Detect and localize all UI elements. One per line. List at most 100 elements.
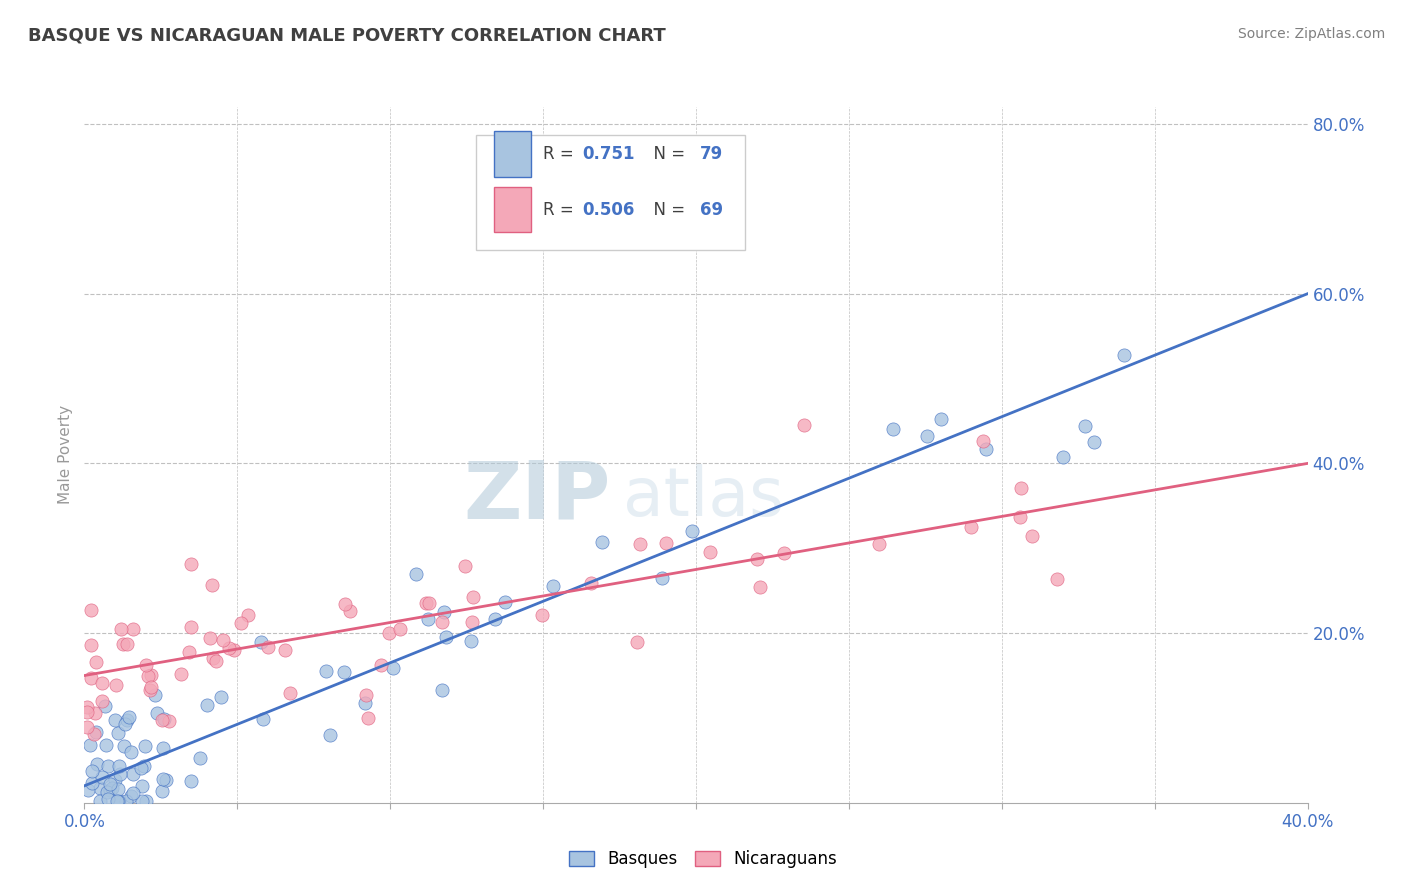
Point (749, 580, 772, 594)
Point (530, 607, 553, 622)
Point (101, 780, 124, 795)
Point (152, 741, 174, 756)
Point (83, 727, 105, 741)
Point (98, 782, 121, 797)
Point (250, 635, 273, 649)
Point (378, 626, 401, 640)
Y-axis label: Male Poverty: Male Poverty (58, 405, 73, 505)
Point (118, 710, 141, 724)
Point (405, 567, 427, 582)
Point (202, 651, 225, 665)
Point (115, 794, 138, 808)
Point (121, 786, 143, 800)
Point (1114, 348, 1136, 362)
Text: BASQUE VS NICARAGUAN MALE POVERTY CORRELATION CHART: BASQUE VS NICARAGUAN MALE POVERTY CORREL… (28, 27, 666, 45)
Point (1083, 435, 1105, 450)
Point (655, 536, 678, 550)
Point (135, 794, 157, 808)
Text: 79: 79 (700, 145, 723, 162)
Point (432, 605, 454, 619)
Point (97, 792, 120, 806)
Point (1010, 481, 1032, 495)
Point (94, 698, 117, 713)
Point (129, 761, 152, 775)
Point (231, 616, 253, 631)
Point (333, 597, 356, 611)
Point (415, 595, 437, 609)
Point (104, 677, 127, 691)
Point (915, 429, 938, 443)
Point (773, 546, 796, 560)
Point (104, 713, 127, 727)
Point (278, 686, 301, 700)
Point (122, 767, 145, 781)
Point (115, 637, 138, 651)
Bar (494, 187, 531, 232)
Point (131, 794, 153, 808)
Point (224, 642, 246, 657)
Point (153, 712, 176, 726)
Point (591, 534, 613, 549)
Point (150, 784, 173, 798)
Point (80, 603, 103, 617)
Point (252, 712, 274, 726)
Text: 69: 69 (700, 201, 723, 219)
Point (80, 775, 103, 789)
Point (382, 661, 405, 675)
Point (143, 688, 166, 702)
Point (79, 738, 101, 752)
Point (960, 520, 983, 534)
Point (197, 698, 219, 712)
Point (869, 537, 891, 551)
Point (494, 595, 516, 609)
Point (200, 631, 222, 645)
Point (91, 770, 114, 784)
Point (112, 637, 135, 651)
Point (236, 608, 259, 623)
Point (97, 759, 120, 773)
Point (139, 681, 162, 695)
Point (76, 705, 98, 719)
Point (1052, 450, 1074, 464)
Point (205, 655, 228, 669)
Point (353, 696, 375, 710)
Point (418, 612, 440, 626)
Point (76, 700, 98, 714)
Point (882, 421, 904, 435)
Point (201, 578, 224, 592)
Point (1046, 572, 1069, 586)
Point (82, 764, 104, 779)
Point (150, 714, 173, 728)
Point (354, 688, 377, 702)
Point (155, 772, 177, 787)
Point (152, 772, 174, 786)
FancyBboxPatch shape (475, 135, 745, 250)
Point (134, 759, 156, 773)
Point (84, 655, 107, 669)
Point (180, 620, 202, 634)
Text: atlas: atlas (623, 464, 783, 530)
Point (209, 690, 232, 704)
Point (180, 557, 202, 571)
Point (120, 745, 142, 759)
Point (108, 759, 131, 773)
Point (146, 706, 169, 721)
Point (107, 781, 129, 796)
Point (626, 634, 648, 648)
Point (131, 779, 153, 793)
Text: Source: ZipAtlas.com: Source: ZipAtlas.com (1237, 27, 1385, 41)
Point (96, 785, 118, 799)
Text: 0.751: 0.751 (582, 145, 634, 162)
Point (1073, 418, 1095, 433)
Point (108, 794, 131, 808)
Point (370, 658, 392, 673)
Point (121, 622, 143, 636)
Text: N =: N = (644, 201, 690, 219)
Text: ZIP: ZIP (463, 458, 610, 536)
Text: 0.506: 0.506 (582, 201, 634, 219)
Point (138, 682, 160, 697)
Point (579, 575, 602, 590)
Point (212, 632, 235, 647)
Point (135, 657, 157, 672)
Point (80, 672, 103, 686)
